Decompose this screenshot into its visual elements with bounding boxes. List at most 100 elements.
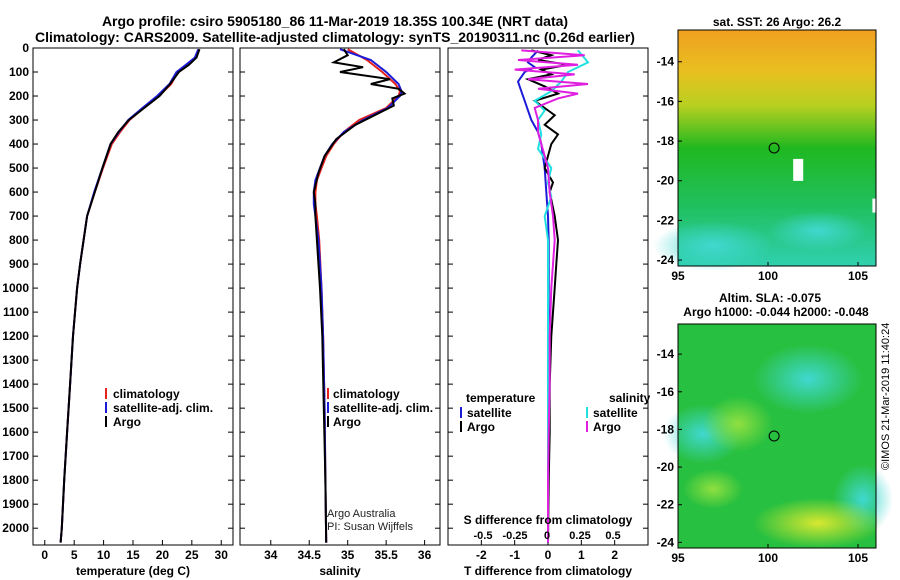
salinity-xtick-label: 34 bbox=[264, 548, 278, 562]
annotation-text: PI: Susan Wijffels bbox=[327, 521, 413, 533]
sla-high-patch bbox=[703, 396, 773, 452]
difference-top-xtick-label: -0.25 bbox=[502, 530, 527, 542]
difference-xtick-label: -1 bbox=[509, 548, 520, 562]
depth-tick-label: 2000 bbox=[2, 521, 29, 535]
difference-top-xtick-label: -0.5 bbox=[474, 530, 493, 542]
sst-cool-patch bbox=[653, 221, 773, 271]
depth-tick-label: 1900 bbox=[2, 497, 29, 511]
imos-credit-text: ©IMOS 21-Mar-2019 11:40:24 bbox=[880, 322, 892, 470]
salinity-xlabel: salinity bbox=[319, 564, 361, 578]
salinity-xtick-label: 35.5 bbox=[374, 548, 398, 562]
difference-xtick-label: 2 bbox=[611, 548, 618, 562]
legend-label: Argo bbox=[333, 415, 361, 429]
sst_map-ytick-label: -22 bbox=[657, 213, 675, 227]
salinity-xtick-label: 36 bbox=[418, 548, 432, 562]
depth-tick-label: 200 bbox=[9, 89, 29, 103]
panel-sla_map: 95 100 105 -14 -16 -18 -20 -22 -24 bbox=[657, 323, 893, 565]
legend-label: satellite-adj. clim. bbox=[113, 401, 213, 415]
annotation-text: Argo Australia bbox=[327, 508, 396, 520]
difference-xtick-label: -2 bbox=[476, 548, 487, 562]
sla-low-patch bbox=[753, 344, 863, 414]
sla_map-ytick-label: -24 bbox=[657, 535, 675, 549]
figure-title-line-1: Argo profile: csiro 5905180_86 11-Mar-20… bbox=[101, 13, 569, 29]
salinity-frame bbox=[239, 47, 441, 546]
depth-tick-label: 1000 bbox=[2, 281, 29, 295]
sla_map-ytick-label: -20 bbox=[657, 460, 675, 474]
difference-top-xlabel: S difference from climatology bbox=[464, 513, 633, 527]
sst_map-ytick-label: -20 bbox=[657, 174, 675, 188]
depth-tick-label: 800 bbox=[9, 233, 29, 247]
temperature-series-argo bbox=[59, 48, 201, 543]
temperature-xtick-label: 20 bbox=[156, 548, 170, 562]
panel-difference: -2 -1 0 1 2 T difference from climatology bbox=[447, 47, 649, 578]
temperature-xtick-label: 30 bbox=[215, 548, 229, 562]
difference-series-s-argo bbox=[514, 49, 589, 543]
legend-title-temperature: temperature bbox=[466, 391, 536, 405]
depth-tick-label: 100 bbox=[9, 65, 29, 79]
sla_map-xtick-label: 105 bbox=[848, 551, 868, 565]
depth-tick-label: 700 bbox=[9, 209, 29, 223]
legend-label: Argo bbox=[467, 420, 495, 434]
depth-tick-label: 300 bbox=[9, 113, 29, 127]
salinity-xtick-label: 34.5 bbox=[298, 548, 322, 562]
depth-tick-label: 500 bbox=[9, 161, 29, 175]
legend-label: climatology bbox=[113, 387, 180, 401]
depth-tick-label: 900 bbox=[9, 257, 29, 271]
sst_map-xtick-label: 100 bbox=[758, 269, 778, 283]
sla_map-ytick-label: -18 bbox=[657, 422, 675, 436]
figure-title-line-2: Climatology: CARS2009. Satellite-adjuste… bbox=[35, 29, 635, 45]
legend-label: satellite-adj. clim. bbox=[333, 401, 433, 415]
sst_map-xtick-label: 105 bbox=[848, 269, 868, 283]
legend-label: climatology bbox=[333, 387, 400, 401]
difference-top-xtick-label: 0 bbox=[544, 530, 550, 542]
sst_map-frame bbox=[677, 29, 877, 267]
sla_map-ytick-label: -22 bbox=[657, 498, 675, 512]
depth-tick-label: 1300 bbox=[2, 353, 29, 367]
depth-tick-label: 1200 bbox=[2, 329, 29, 343]
salinity-xtick-label: 35 bbox=[341, 548, 355, 562]
legend-label: satellite bbox=[593, 406, 638, 420]
sla_map-xtick-label: 95 bbox=[671, 551, 685, 565]
legend-label: satellite bbox=[467, 406, 512, 420]
temperature-xtick-label: 10 bbox=[97, 548, 111, 562]
sst_map-ytick-label: -24 bbox=[657, 253, 675, 267]
sla_map-ytick-label: -16 bbox=[657, 385, 675, 399]
sst-map-title: sat. SST: 26 Argo: 26.2 bbox=[713, 15, 842, 29]
difference-xtick-label: 1 bbox=[578, 548, 585, 562]
temperature-xtick-label: 5 bbox=[71, 548, 78, 562]
temperature-xtick-label: 0 bbox=[41, 548, 48, 562]
depth-tick-label: 1500 bbox=[2, 401, 29, 415]
argo-position-marker bbox=[768, 430, 780, 442]
depth-tick-label: 400 bbox=[9, 137, 29, 151]
depth-tick-label: 1800 bbox=[2, 473, 29, 487]
temperature-xlabel: temperature (deg C) bbox=[76, 564, 190, 578]
sst-missing-data bbox=[872, 198, 878, 213]
depth-tick-label: 1400 bbox=[2, 377, 29, 391]
panel-sst_map: 95 100 105 -14 -16 -18 -20 -22 -24 bbox=[653, 29, 878, 283]
depth-tick-label: 600 bbox=[9, 185, 29, 199]
sst-cool-patch bbox=[768, 211, 868, 251]
temperature-xtick-label: 15 bbox=[126, 548, 140, 562]
difference-top-xtick-label: 0.5 bbox=[605, 530, 620, 542]
sst_map-xtick-label: 95 bbox=[671, 269, 685, 283]
difference-top-xtick-label: 0.25 bbox=[569, 530, 590, 542]
legend-label: Argo bbox=[113, 415, 141, 429]
sst_map-ytick-label: -18 bbox=[657, 134, 675, 148]
depth-tick-label: 1700 bbox=[2, 449, 29, 463]
difference-xlabel: T difference from climatology bbox=[464, 564, 632, 578]
panel-temperature: 0 100 200 300 400 500 600 700 800 900 1000 1100 1200… bbox=[2, 41, 234, 578]
depth-tick-label: 1100 bbox=[3, 305, 29, 319]
salinity-series-argo bbox=[312, 48, 407, 543]
sla_map-xtick-label: 100 bbox=[758, 551, 778, 565]
legend-title-salinity: salinity bbox=[609, 391, 651, 405]
sla-high-patch bbox=[683, 469, 743, 509]
sst-missing-data bbox=[793, 158, 804, 181]
sla_map-ytick-label: -14 bbox=[657, 347, 675, 361]
difference-xtick-label: 0 bbox=[545, 548, 552, 562]
argo-position-marker bbox=[768, 142, 780, 154]
temperature-xtick-label: 25 bbox=[185, 548, 199, 562]
sst_map-ytick-label: -14 bbox=[657, 55, 675, 69]
sla-map-subtitle: Argo h1000: -0.044 h2000: -0.048 bbox=[683, 305, 869, 319]
depth-tick-label: 1600 bbox=[2, 425, 29, 439]
